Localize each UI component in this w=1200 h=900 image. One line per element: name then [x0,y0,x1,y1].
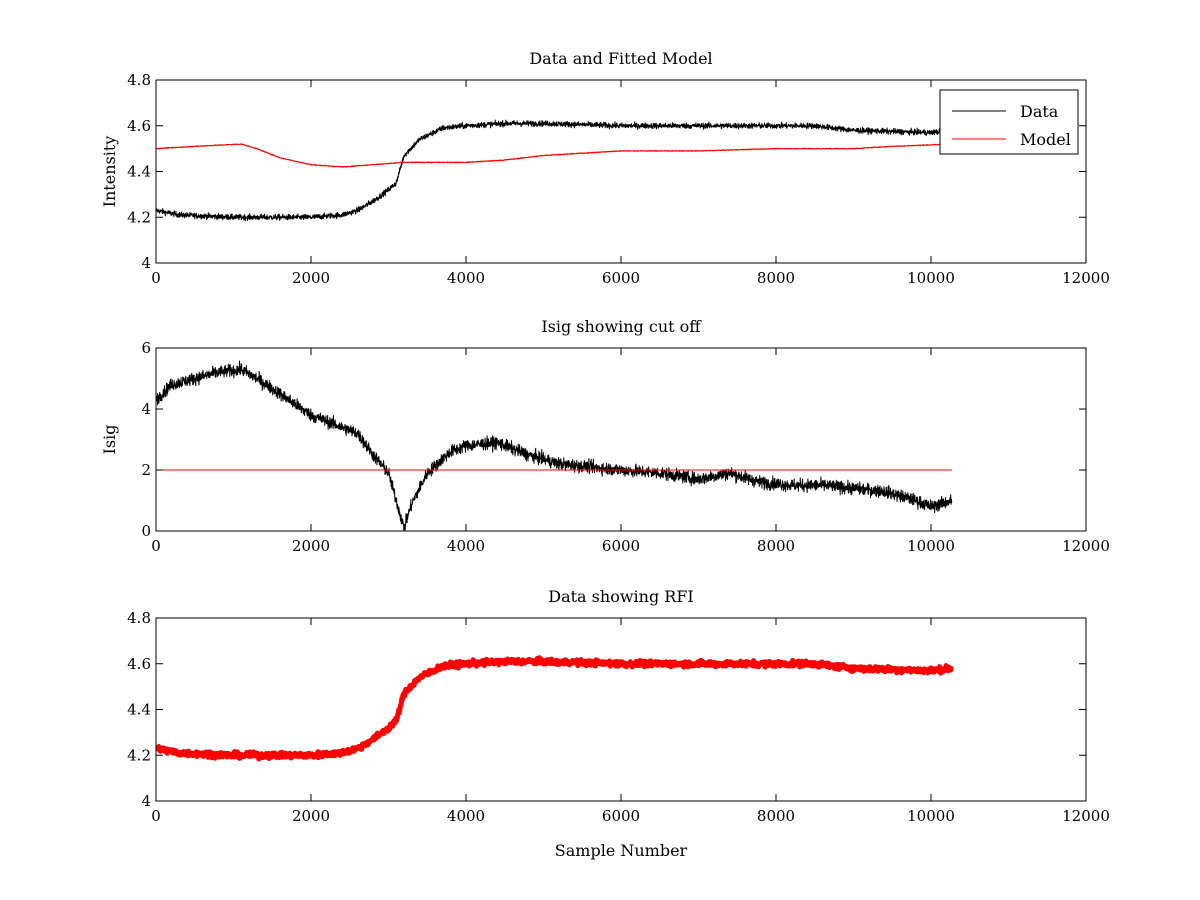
y-tick-label: 4 [141,254,151,272]
y-tick-label: 6 [141,339,151,357]
x-tick-label: 0 [151,269,161,287]
y-tick-label: 4.2 [127,746,151,764]
x-tick-label: 10000 [907,269,955,287]
chart-panel-2: 0 2000 4000 6000 8000 10000 12000 0 2 4 6 Isig show… [100,317,1110,555]
y-tick-label: 0 [141,522,151,540]
x-tick-label: 2000 [292,537,330,555]
y-tick-label: 4.6 [127,655,151,673]
series-line-data [156,119,953,222]
series-line-2-1 [156,360,953,531]
x-tick-label: 10000 [907,537,955,555]
x-tick-label: 8000 [757,269,795,287]
chart-title: Data showing RFI [548,587,693,606]
legend: Data Model [939,89,1079,155]
x-tick-label: 2000 [292,807,330,825]
x-tick-label: 8000 [757,807,795,825]
y-tick-label: 4.2 [127,208,151,226]
x-tick-label: 12000 [1062,269,1110,287]
chart-panel-3: 0 2000 4000 6000 8000 10000 12000 4 4.2 4.4 4.6 4.8… [127,587,1110,860]
legend-box [939,89,1079,155]
x-tick-label: 12000 [1062,807,1110,825]
y-tick-label: 4.4 [127,701,151,719]
x-tick-label: 2000 [292,269,330,287]
series-line-3-1 [156,655,954,762]
y-tick-label: 4.8 [127,609,151,627]
x-tick-label: 6000 [602,807,640,825]
x-tick-label: 10000 [907,807,955,825]
chart-title: Isig showing cut off [541,317,702,336]
x-tick-label: 6000 [602,269,640,287]
legend-label: Model [1020,130,1071,149]
x-tick-label: 12000 [1062,537,1110,555]
x-tick-label: 8000 [757,537,795,555]
chart-title: Data and Fitted Model [529,49,712,68]
axes-box [155,617,1087,802]
x-tick-label: 0 [151,807,161,825]
series-line-model [156,143,953,168]
y-tick-label: 4.8 [127,71,151,89]
y-tick-label: 4.4 [127,163,151,181]
y-tick-label: 4.6 [127,117,151,135]
y-tick-label: 2 [141,461,151,479]
legend-label: Data [1020,102,1059,121]
y-axis-label: Isig [100,425,119,455]
x-tick-label: 4000 [447,537,485,555]
x-tick-label: 6000 [602,537,640,555]
x-tick-label: 0 [151,537,161,555]
x-tick-label: 4000 [447,269,485,287]
x-axis-label: Sample Number [555,841,688,860]
y-tick-label: 4 [141,792,151,810]
y-tick-label: 4 [141,400,151,418]
x-tick-label: 4000 [447,807,485,825]
chart-panel-1: 0 2000 4000 6000 8000 10000 12000 4 4.2 4.4 4.6 4.8… [100,49,1110,287]
y-axis-label: Intensity [100,136,119,208]
